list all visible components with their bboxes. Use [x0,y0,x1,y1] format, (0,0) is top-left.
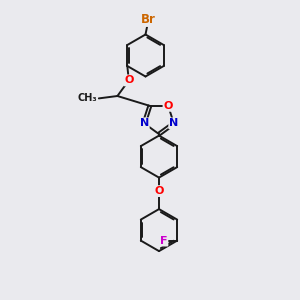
Text: N: N [169,118,178,128]
Text: Br: Br [141,13,156,26]
Text: N: N [140,118,149,128]
Text: O: O [154,186,164,196]
Text: O: O [124,75,134,85]
Text: O: O [164,101,173,111]
Text: F: F [160,236,167,246]
Text: CH₃: CH₃ [78,93,97,103]
